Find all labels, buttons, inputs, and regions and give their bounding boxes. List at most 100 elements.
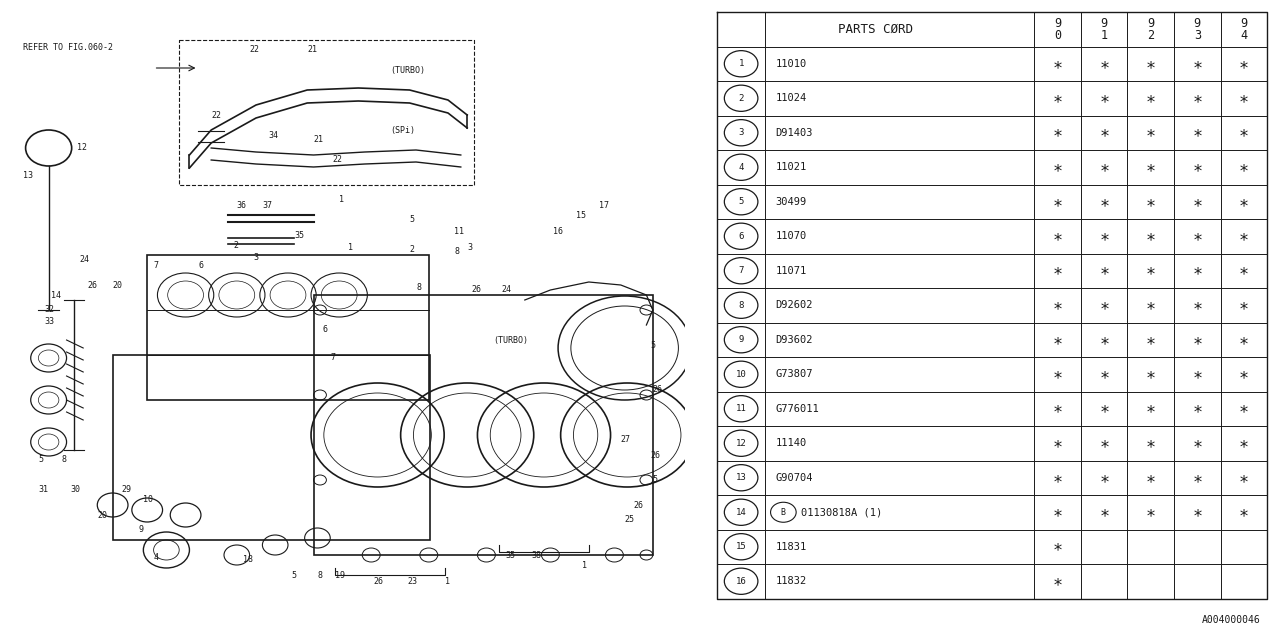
Text: ∗: ∗ [1239, 262, 1249, 280]
Text: 4: 4 [1240, 29, 1248, 42]
Text: 8: 8 [61, 456, 67, 465]
Bar [113, 355, 430, 540]
Text: 1: 1 [339, 195, 344, 205]
Text: 26: 26 [471, 285, 481, 294]
Text: 24: 24 [502, 285, 512, 294]
Text: D92602: D92602 [776, 300, 813, 310]
Text: 01130818A (1): 01130818A (1) [801, 508, 882, 517]
Text: ∗: ∗ [1100, 89, 1110, 108]
Text: 18: 18 [243, 556, 253, 564]
Text: PARTS CØRD: PARTS CØRD [838, 23, 913, 36]
Text: 11010: 11010 [776, 59, 806, 68]
Text: 12: 12 [736, 439, 746, 448]
Text: 6: 6 [739, 232, 744, 241]
Text: ∗: ∗ [1052, 435, 1062, 452]
Text: ∗: ∗ [1146, 331, 1156, 349]
Text: 29: 29 [122, 486, 132, 495]
Text: 9: 9 [138, 525, 143, 534]
Bar [179, 40, 474, 185]
Text: 2: 2 [410, 246, 415, 255]
Text: ∗: ∗ [1239, 158, 1249, 176]
Text: 14: 14 [51, 291, 61, 300]
Text: 27: 27 [621, 435, 631, 445]
Text: 10: 10 [143, 495, 154, 504]
Text: ∗: ∗ [1052, 365, 1062, 383]
Text: 32: 32 [45, 305, 55, 314]
Text: 3: 3 [739, 128, 744, 137]
Text: 4: 4 [154, 554, 159, 563]
Text: 11831: 11831 [776, 541, 806, 552]
Text: ∗: ∗ [1192, 365, 1202, 383]
Text: ∗: ∗ [1239, 365, 1249, 383]
Text: ∗: ∗ [1239, 435, 1249, 452]
Text: 7: 7 [330, 353, 335, 362]
Text: REFER TO FIG.060-2: REFER TO FIG.060-2 [23, 44, 113, 52]
Text: D93602: D93602 [776, 335, 813, 345]
Text: 5: 5 [653, 476, 658, 484]
Text: 20: 20 [97, 511, 108, 520]
Text: 0: 0 [1053, 29, 1061, 42]
Text: ∗: ∗ [1100, 296, 1110, 314]
Text: 14: 14 [736, 508, 746, 516]
Text: 11024: 11024 [776, 93, 806, 103]
Text: ∗: ∗ [1146, 400, 1156, 418]
Text: ∗: ∗ [1239, 296, 1249, 314]
Text: ∗: ∗ [1192, 227, 1202, 245]
Text: 11832: 11832 [776, 576, 806, 586]
Text: 15: 15 [576, 211, 586, 220]
Text: B: B [781, 508, 786, 516]
Text: ∗: ∗ [1100, 400, 1110, 418]
Text: 26: 26 [87, 280, 97, 289]
Text: 34: 34 [269, 131, 279, 140]
Text: D91403: D91403 [776, 128, 813, 138]
Text: ∗: ∗ [1052, 89, 1062, 108]
Text: ∗: ∗ [1052, 262, 1062, 280]
Text: 11: 11 [454, 227, 465, 237]
Text: ∗: ∗ [1192, 89, 1202, 108]
Text: 3: 3 [467, 243, 472, 253]
Text: 11071: 11071 [776, 266, 806, 276]
Text: ∗: ∗ [1052, 331, 1062, 349]
Text: ∗: ∗ [1100, 262, 1110, 280]
Text: 2: 2 [233, 241, 238, 250]
Text: 9: 9 [1194, 17, 1201, 29]
Text: ∗: ∗ [1052, 400, 1062, 418]
Text: 6: 6 [323, 326, 328, 335]
Text: (SPi): (SPi) [390, 125, 416, 134]
Text: ∗: ∗ [1100, 435, 1110, 452]
Text: 26: 26 [653, 385, 663, 394]
Text: 15: 15 [736, 542, 746, 551]
Text: ∗: ∗ [1052, 468, 1062, 487]
Text: G776011: G776011 [776, 404, 819, 413]
Text: (TURBO): (TURBO) [390, 65, 425, 74]
Text: 1: 1 [348, 243, 353, 253]
Text: ∗: ∗ [1052, 296, 1062, 314]
Text: ∗: ∗ [1192, 158, 1202, 176]
Text: ∗: ∗ [1100, 331, 1110, 349]
Text: 25: 25 [625, 515, 635, 525]
Text: ∗: ∗ [1100, 193, 1110, 211]
Text: 5: 5 [650, 340, 655, 349]
Text: ∗: ∗ [1100, 468, 1110, 487]
Text: ∗: ∗ [1100, 124, 1110, 141]
Text: 16: 16 [553, 227, 563, 237]
Text: (TURBO): (TURBO) [493, 335, 527, 344]
Text: ∗: ∗ [1192, 331, 1202, 349]
Text: ∗: ∗ [1052, 158, 1062, 176]
Text: 31: 31 [38, 486, 49, 495]
Text: ∗: ∗ [1192, 400, 1202, 418]
Text: ∗: ∗ [1239, 503, 1249, 521]
Bar [314, 295, 653, 555]
Text: ∗: ∗ [1192, 435, 1202, 452]
Text: A004000046: A004000046 [1202, 615, 1261, 625]
Text: 1: 1 [582, 561, 588, 570]
Text: ∗: ∗ [1146, 227, 1156, 245]
Text: ∗: ∗ [1100, 503, 1110, 521]
Text: ∗: ∗ [1146, 55, 1156, 73]
Text: 35: 35 [506, 552, 516, 561]
Text: ∗: ∗ [1239, 193, 1249, 211]
Text: 22: 22 [250, 45, 260, 54]
Text: 5: 5 [410, 216, 415, 225]
Text: 37: 37 [262, 200, 273, 209]
Text: ∗: ∗ [1239, 227, 1249, 245]
